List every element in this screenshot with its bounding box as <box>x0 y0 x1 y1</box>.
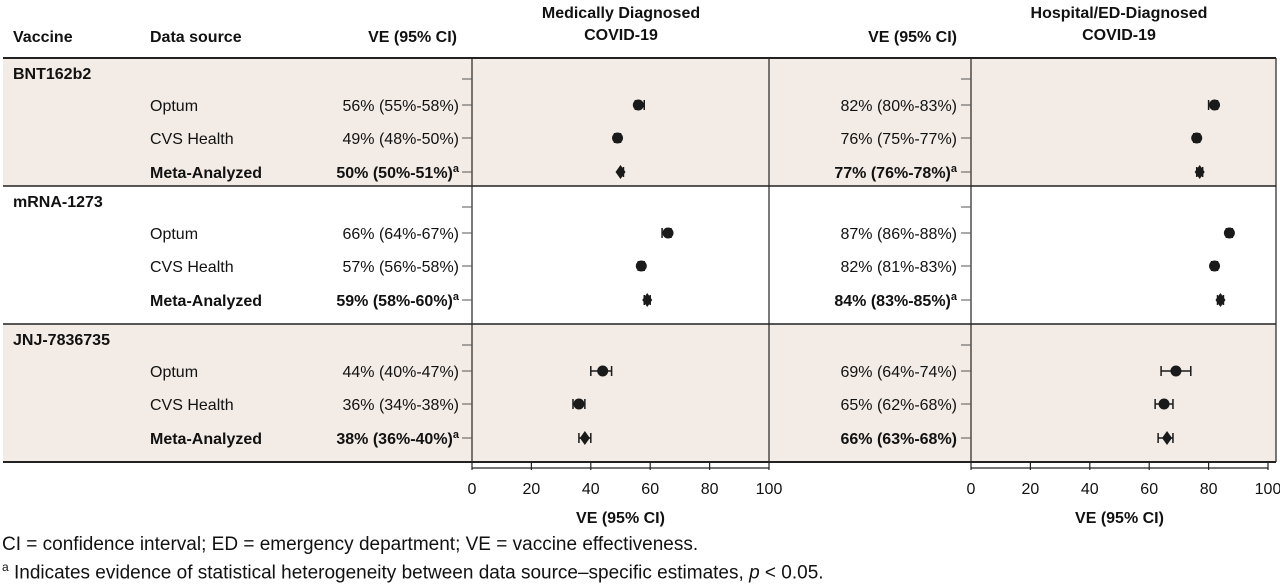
ve-ci-label: 65% (62%-68%) <box>841 397 958 414</box>
meta-analysis-diamond <box>1215 293 1226 307</box>
x-tick-label: 80 <box>1200 481 1218 498</box>
point-estimate <box>612 132 624 144</box>
ve-ci-label: 49% (48%-50%) <box>343 131 460 148</box>
point-estimate <box>1158 398 1170 410</box>
footnote-a-text-end: < 0.05. <box>759 562 824 584</box>
footnote-abbreviations-text: CI = confidence interval; ED = emergency… <box>2 534 699 555</box>
forest-plot-figure: Vaccine Data source VE (95% CI) VE (95% CI)… <box>3 5 1280 527</box>
point-estimate <box>1170 365 1182 377</box>
data-source-label: Optum <box>150 226 198 243</box>
ve-ci-label: 82% (81%-83%) <box>841 259 958 276</box>
point-estimate <box>573 398 585 410</box>
point-estimate <box>1223 227 1235 239</box>
header-vaccine: Vaccine <box>13 29 73 46</box>
ve-ci-label: 59% (58%-60%)a <box>336 291 460 310</box>
ve-ci-label: 77% (76%-78%)a <box>834 163 958 182</box>
panel-2-title-line-1: Hospital/ED-Diagnosed <box>1031 5 1208 22</box>
ve-ci-label: 50% (50%-51%)a <box>336 163 460 182</box>
ve-ci-label: 38% (36%-40%)a <box>336 429 460 448</box>
x-axis-label: VE (95% CI) <box>576 510 665 527</box>
vaccine-name: mRNA-1273 <box>13 194 103 211</box>
ve-ci-label: 66% (63%-68%) <box>841 431 958 448</box>
ve-ci-label: 57% (56%-58%) <box>343 259 460 276</box>
ve-ci-label: 69% (64%-74%) <box>841 364 958 381</box>
vaccine-name: JNJ-7836735 <box>13 332 110 349</box>
meta-analysis-diamond <box>615 165 626 179</box>
point-estimate <box>1209 99 1221 111</box>
point-estimate <box>597 365 609 377</box>
x-tick-label: 0 <box>468 481 477 498</box>
footnote-a-p: p <box>749 562 760 584</box>
panel-1-title-line-2: COVID-19 <box>584 27 658 44</box>
x-tick-label: 60 <box>641 481 659 498</box>
footnote-a-text: Indicates evidence of statistical hetero… <box>13 562 750 584</box>
x-tick-label: 100 <box>756 481 783 498</box>
x-tick-label: 40 <box>582 481 600 498</box>
data-source-label: Meta-Analyzed <box>150 431 262 448</box>
meta-analysis-diamond <box>579 431 590 445</box>
group-shade <box>3 58 1276 186</box>
data-source-label: Optum <box>150 98 198 115</box>
data-source-label: CVS Health <box>150 259 234 276</box>
meta-analysis-diamond <box>1194 165 1205 179</box>
header-ve-ci-2: VE (95% CI) <box>868 29 957 46</box>
data-source-label: Meta-Analyzed <box>150 293 262 310</box>
panel-2-title-line-2: COVID-19 <box>1082 27 1156 44</box>
ve-ci-label: 36% (34%-38%) <box>343 397 460 414</box>
x-tick-label: 80 <box>701 481 719 498</box>
panel-1-title-line-1: Medically Diagnosed <box>542 5 700 22</box>
ve-ci-label: 84% (83%-85%)a <box>834 291 958 310</box>
data-source-label: Optum <box>150 364 198 381</box>
header-ve-ci-1: VE (95% CI) <box>368 29 457 46</box>
x-tick-label: 100 <box>1255 481 1280 498</box>
meta-analysis-diamond <box>642 293 653 307</box>
point-estimate <box>635 260 647 272</box>
data-source-label: CVS Health <box>150 397 234 414</box>
data-source-label: Meta-Analyzed <box>150 165 262 182</box>
ve-ci-label: 66% (64%-67%) <box>343 226 460 243</box>
x-tick-label: 0 <box>967 481 976 498</box>
ve-ci-label: 44% (40%-47%) <box>343 364 460 381</box>
footnote-abbreviations: CI = confidence interval; ED = emergency… <box>2 534 698 556</box>
ve-ci-label: 76% (75%-77%) <box>841 131 958 148</box>
vaccine-name: BNT162b2 <box>13 66 91 83</box>
footnote-a: a Indicates evidence of statistical hete… <box>2 560 824 584</box>
point-estimate <box>662 227 674 239</box>
point-estimate <box>1209 260 1221 272</box>
meta-analysis-diamond <box>1162 431 1173 445</box>
ve-ci-label: 87% (86%-88%) <box>841 226 958 243</box>
x-tick-label: 20 <box>523 481 541 498</box>
ve-ci-label: 56% (55%-58%) <box>343 98 460 115</box>
x-axis-label: VE (95% CI) <box>1075 510 1164 527</box>
ve-ci-label: 82% (80%-83%) <box>841 98 958 115</box>
footnote-a-marker: a <box>2 560 9 574</box>
point-estimate <box>1191 132 1203 144</box>
x-tick-label: 20 <box>1022 481 1040 498</box>
header-data-source: Data source <box>150 29 242 46</box>
data-source-label: CVS Health <box>150 131 234 148</box>
point-estimate <box>632 99 644 111</box>
group-shade <box>3 324 1276 462</box>
x-tick-label: 40 <box>1081 481 1099 498</box>
x-tick-label: 60 <box>1140 481 1158 498</box>
